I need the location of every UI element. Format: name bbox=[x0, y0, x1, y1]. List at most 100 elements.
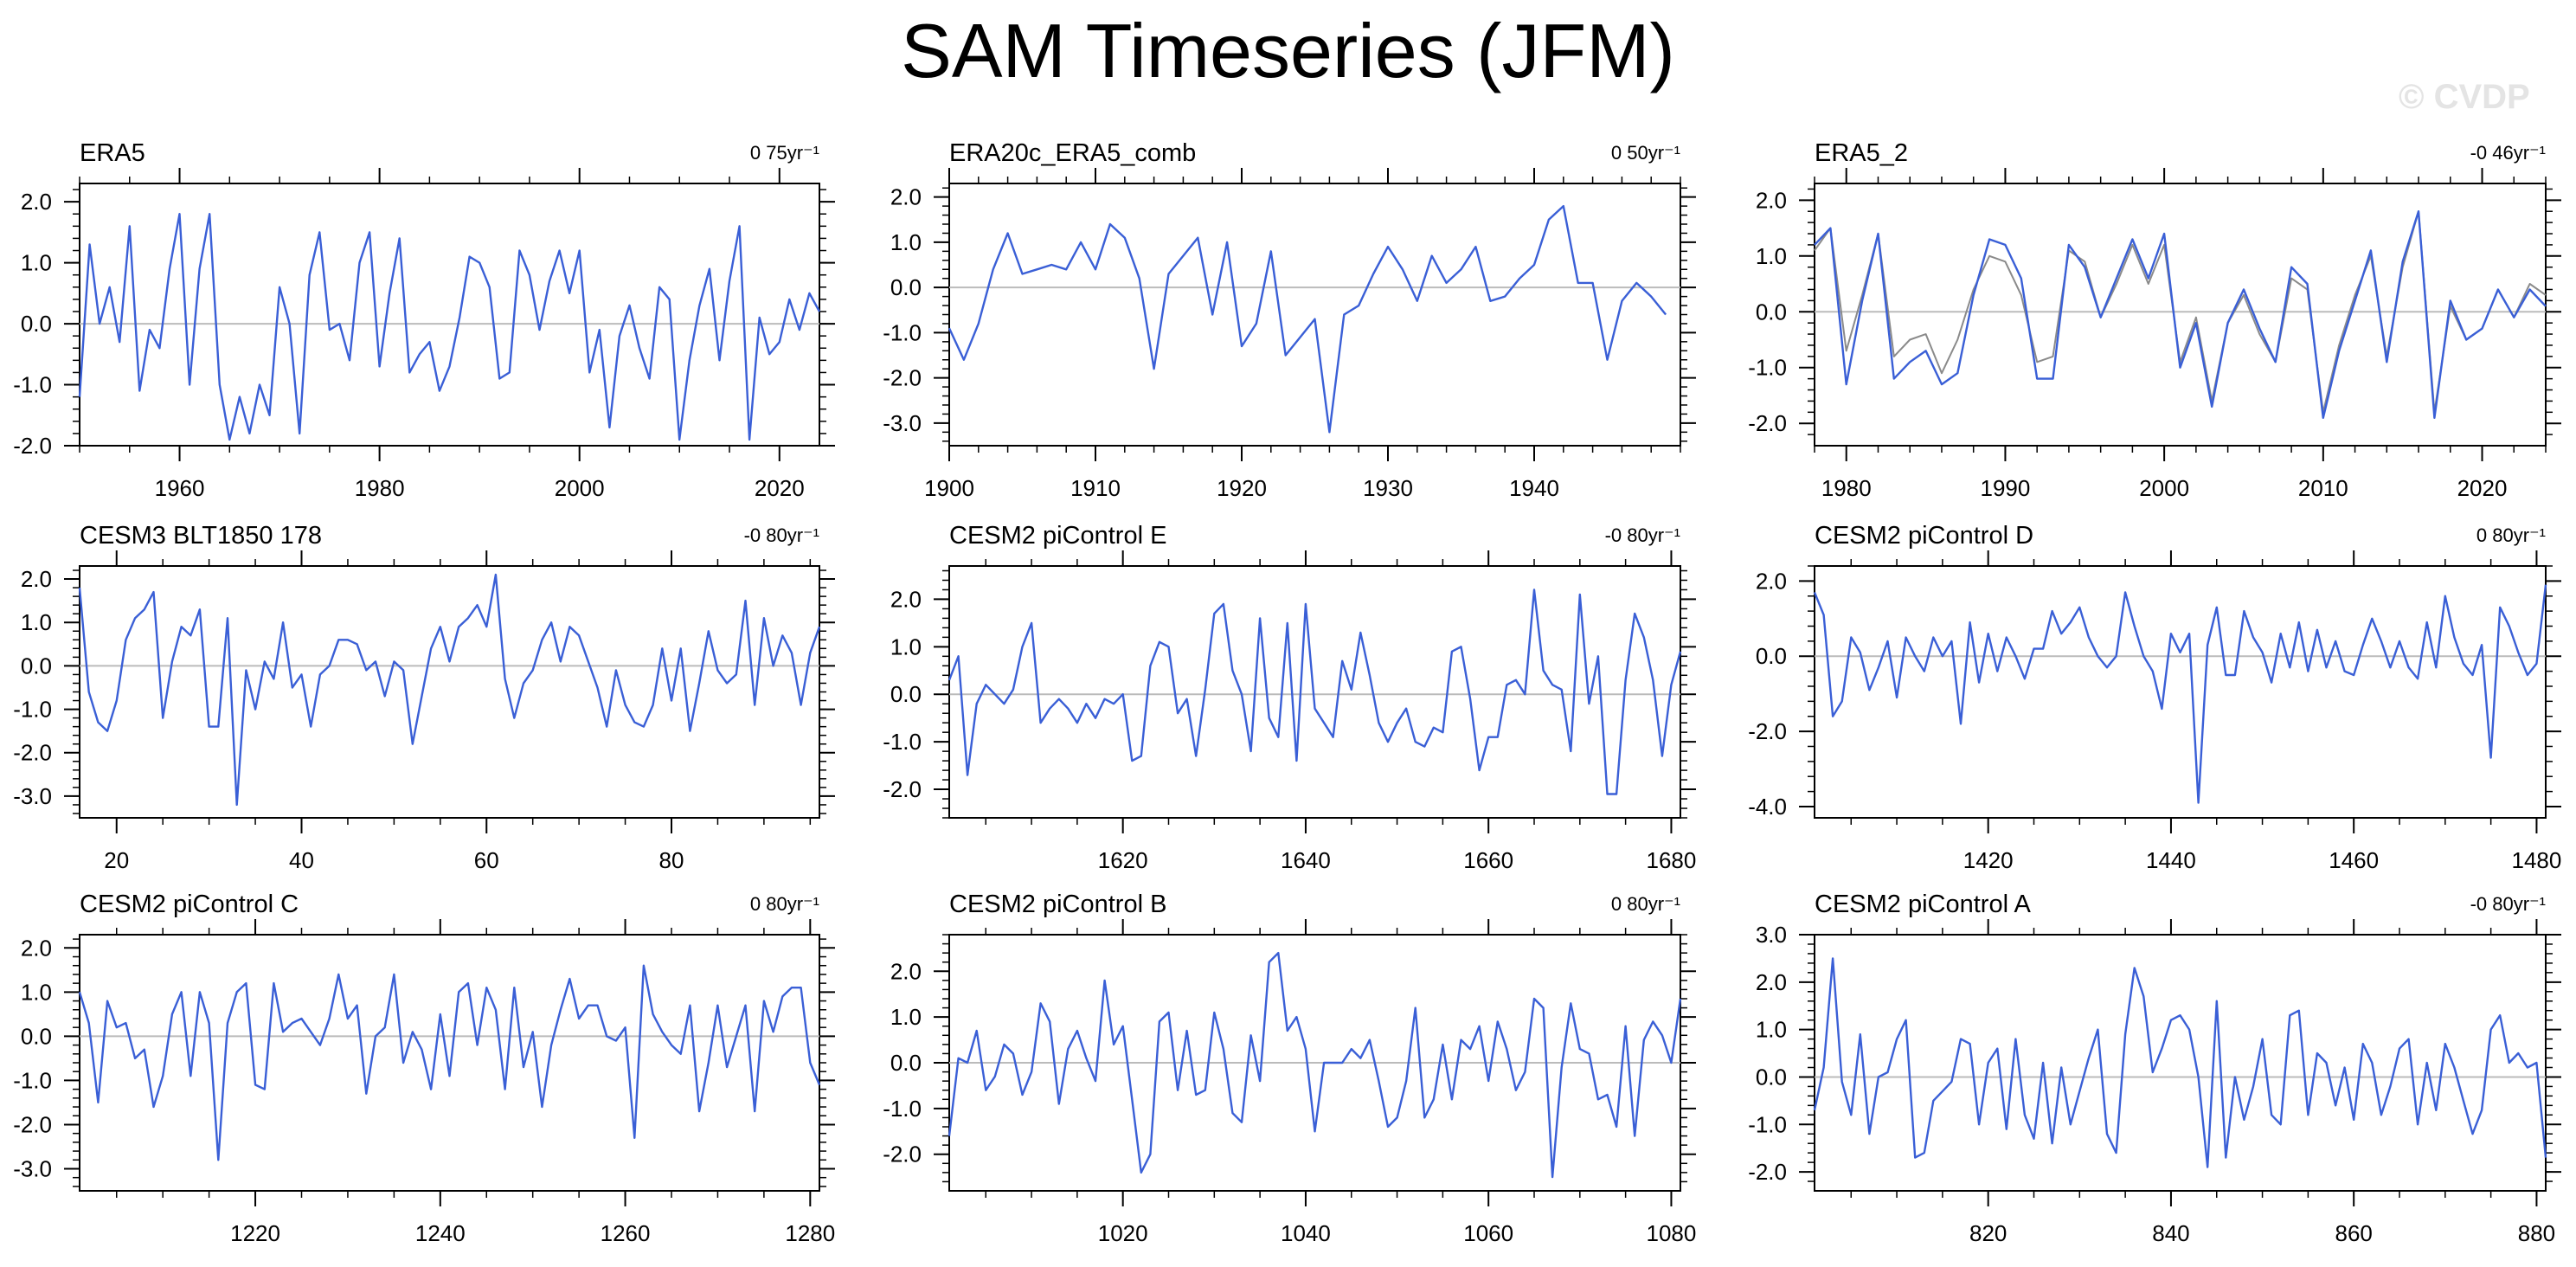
x-tick-label: 1990 bbox=[1981, 475, 2031, 501]
chart-panel-1: 1960 1980 2000 2020 -2.0 -1.0 0.0 1.0 2.0 ERA5 0 7… bbox=[13, 139, 835, 501]
x-tick-label: 1020 bbox=[1098, 1220, 1148, 1246]
series-line-1 bbox=[948, 204, 1667, 434]
x-tick-label: 1930 bbox=[1363, 475, 1413, 501]
series-line-1 bbox=[1813, 957, 2547, 1168]
x-tick-label: 1960 bbox=[155, 475, 205, 501]
panel-title: CESM2 piControl D bbox=[1815, 522, 2033, 550]
y-tick-label: 1.0 bbox=[1756, 243, 1787, 269]
panel-title: CESM2 piControl E bbox=[949, 522, 1166, 550]
chart-panel-6: 1420 1440 1460 1480 -4.0 -2.0 0.0 2.0 CESM2 piCo… bbox=[1748, 522, 2561, 873]
y-tick-label: 1.0 bbox=[890, 229, 922, 255]
y-tick-label: -2.0 bbox=[1748, 718, 1787, 744]
panel-trend: -0 80yr⁻¹ bbox=[744, 524, 819, 546]
plot-frame bbox=[1814, 934, 2547, 1192]
x-tick-label: 1640 bbox=[1281, 847, 1331, 873]
y-tick-label: 2.0 bbox=[21, 935, 52, 961]
x-tick-label: 1940 bbox=[1509, 475, 1559, 501]
x-tick-label: 1220 bbox=[230, 1220, 280, 1246]
x-tick-label: 40 bbox=[289, 847, 314, 873]
y-tick-label: 1.0 bbox=[21, 979, 52, 1005]
x-tick-label: 1460 bbox=[2329, 847, 2379, 873]
x-tick-label: 20 bbox=[104, 847, 129, 873]
y-tick-label: -1.0 bbox=[13, 372, 52, 398]
x-tick-label: 2020 bbox=[2457, 475, 2508, 501]
x-tick-label: 1080 bbox=[1647, 1220, 1697, 1246]
panel-title: ERA20c_ERA5_comb bbox=[949, 139, 1196, 167]
x-tick-label: 1680 bbox=[1647, 847, 1697, 873]
chart-panel-3: 1980 1990 2000 2010 2020 -2.0 -1.0 0.0 1.0 2.0 ERA… bbox=[1748, 139, 2561, 501]
y-tick-label: -2.0 bbox=[1748, 1159, 1787, 1185]
y-tick-label: 0.0 bbox=[1756, 1064, 1787, 1090]
x-tick-label: 1980 bbox=[355, 475, 405, 501]
y-tick-label: -1.0 bbox=[1748, 355, 1787, 381]
y-tick-label: -1.0 bbox=[1748, 1111, 1787, 1137]
y-tick-label: -3.0 bbox=[13, 783, 52, 809]
y-tick-label: 0.0 bbox=[21, 311, 52, 337]
panel-title: CESM3 BLT1850 178 bbox=[80, 522, 322, 550]
chart-panel-8: 1020 1040 1060 1080 -2.0 -1.0 0.0 1.0 2.0 CESM2 p… bbox=[883, 891, 1696, 1246]
chart-panel-9: 820 840 860 880 -2.0 -1.0 0.0 1.0 2.0 3.0 CESM2 pi… bbox=[1748, 891, 2561, 1246]
y-tick-label: 1.0 bbox=[21, 250, 52, 276]
series-line-1 bbox=[78, 212, 821, 441]
y-tick-label: -3.0 bbox=[883, 410, 922, 436]
x-tick-label: 1260 bbox=[601, 1220, 651, 1246]
x-tick-label: 1620 bbox=[1098, 847, 1148, 873]
y-tick-label: -2.0 bbox=[883, 365, 922, 391]
y-tick-label: -4.0 bbox=[1748, 794, 1787, 820]
y-tick-label: -2.0 bbox=[883, 1142, 922, 1167]
x-tick-label: 1900 bbox=[924, 475, 974, 501]
y-tick-label: 1.0 bbox=[890, 634, 922, 659]
y-tick-label: -2.0 bbox=[13, 740, 52, 766]
chart-panel-2: 1900 1910 1920 1930 1940 -3.0 -2.0 -1.0 0.0 1.0 2.… bbox=[883, 139, 1696, 501]
panel-title: CESM2 piControl A bbox=[1815, 891, 2031, 918]
y-tick-label: -1.0 bbox=[883, 729, 922, 755]
y-tick-label: 0.0 bbox=[1756, 643, 1787, 669]
x-tick-label: 860 bbox=[2335, 1220, 2372, 1246]
series-line-2 bbox=[1814, 209, 2547, 419]
x-tick-label: 2000 bbox=[555, 475, 605, 501]
plot-frame bbox=[79, 565, 820, 819]
y-tick-label: -2.0 bbox=[13, 1111, 52, 1137]
x-tick-label: 1280 bbox=[785, 1220, 835, 1246]
chart-panel-7: 1220 1240 1260 1280 -3.0 -2.0 -1.0 0.0 1.0 2.0 CES… bbox=[13, 891, 835, 1246]
y-tick-label: -2.0 bbox=[1748, 410, 1787, 436]
y-tick-label: 0.0 bbox=[21, 653, 52, 679]
panel-title: ERA5 bbox=[80, 139, 145, 167]
cvdp-watermark: © CVDP bbox=[2399, 78, 2530, 116]
series-line-1 bbox=[78, 573, 821, 807]
y-tick-label: -2.0 bbox=[13, 433, 52, 459]
x-tick-label: 2000 bbox=[2139, 475, 2189, 501]
x-tick-label: 2020 bbox=[755, 475, 805, 501]
y-tick-label: -3.0 bbox=[13, 1155, 52, 1181]
series-line-1 bbox=[1813, 584, 2547, 804]
y-tick-label: -1.0 bbox=[883, 1096, 922, 1122]
y-tick-label: 1.0 bbox=[21, 609, 52, 635]
panel-title: CESM2 piControl C bbox=[80, 891, 299, 918]
x-tick-label: 840 bbox=[2152, 1220, 2189, 1246]
x-tick-label: 1420 bbox=[1963, 847, 2014, 873]
y-tick-label: 3.0 bbox=[1756, 922, 1787, 948]
y-tick-label: -2.0 bbox=[883, 776, 922, 802]
x-tick-label: 1920 bbox=[1217, 475, 1267, 501]
y-tick-label: 0.0 bbox=[1756, 299, 1787, 325]
y-tick-label: 2.0 bbox=[890, 958, 922, 984]
x-tick-label: 2010 bbox=[2298, 475, 2348, 501]
y-tick-label: -1.0 bbox=[883, 319, 922, 345]
y-tick-label: 2.0 bbox=[1756, 568, 1787, 594]
panel-trend: 0 80yr⁻¹ bbox=[750, 893, 819, 915]
y-tick-label: -1.0 bbox=[13, 1067, 52, 1093]
x-tick-label: 1480 bbox=[2512, 847, 2562, 873]
panel-title: ERA5_2 bbox=[1815, 139, 1908, 167]
plot-frame bbox=[79, 183, 820, 447]
y-tick-label: -1.0 bbox=[13, 697, 52, 723]
y-tick-label: 2.0 bbox=[21, 189, 52, 215]
y-tick-label: 2.0 bbox=[21, 566, 52, 592]
plot-frame bbox=[948, 183, 1681, 447]
y-tick-label: 2.0 bbox=[1756, 969, 1787, 995]
x-tick-label: 80 bbox=[659, 847, 684, 873]
x-tick-label: 1240 bbox=[415, 1220, 466, 1246]
y-tick-label: 2.0 bbox=[890, 586, 922, 612]
x-tick-label: 880 bbox=[2518, 1220, 2555, 1246]
panel-trend: 0 80yr⁻¹ bbox=[2476, 524, 2546, 546]
panel-trend: -0 46yr⁻¹ bbox=[2470, 142, 2546, 164]
